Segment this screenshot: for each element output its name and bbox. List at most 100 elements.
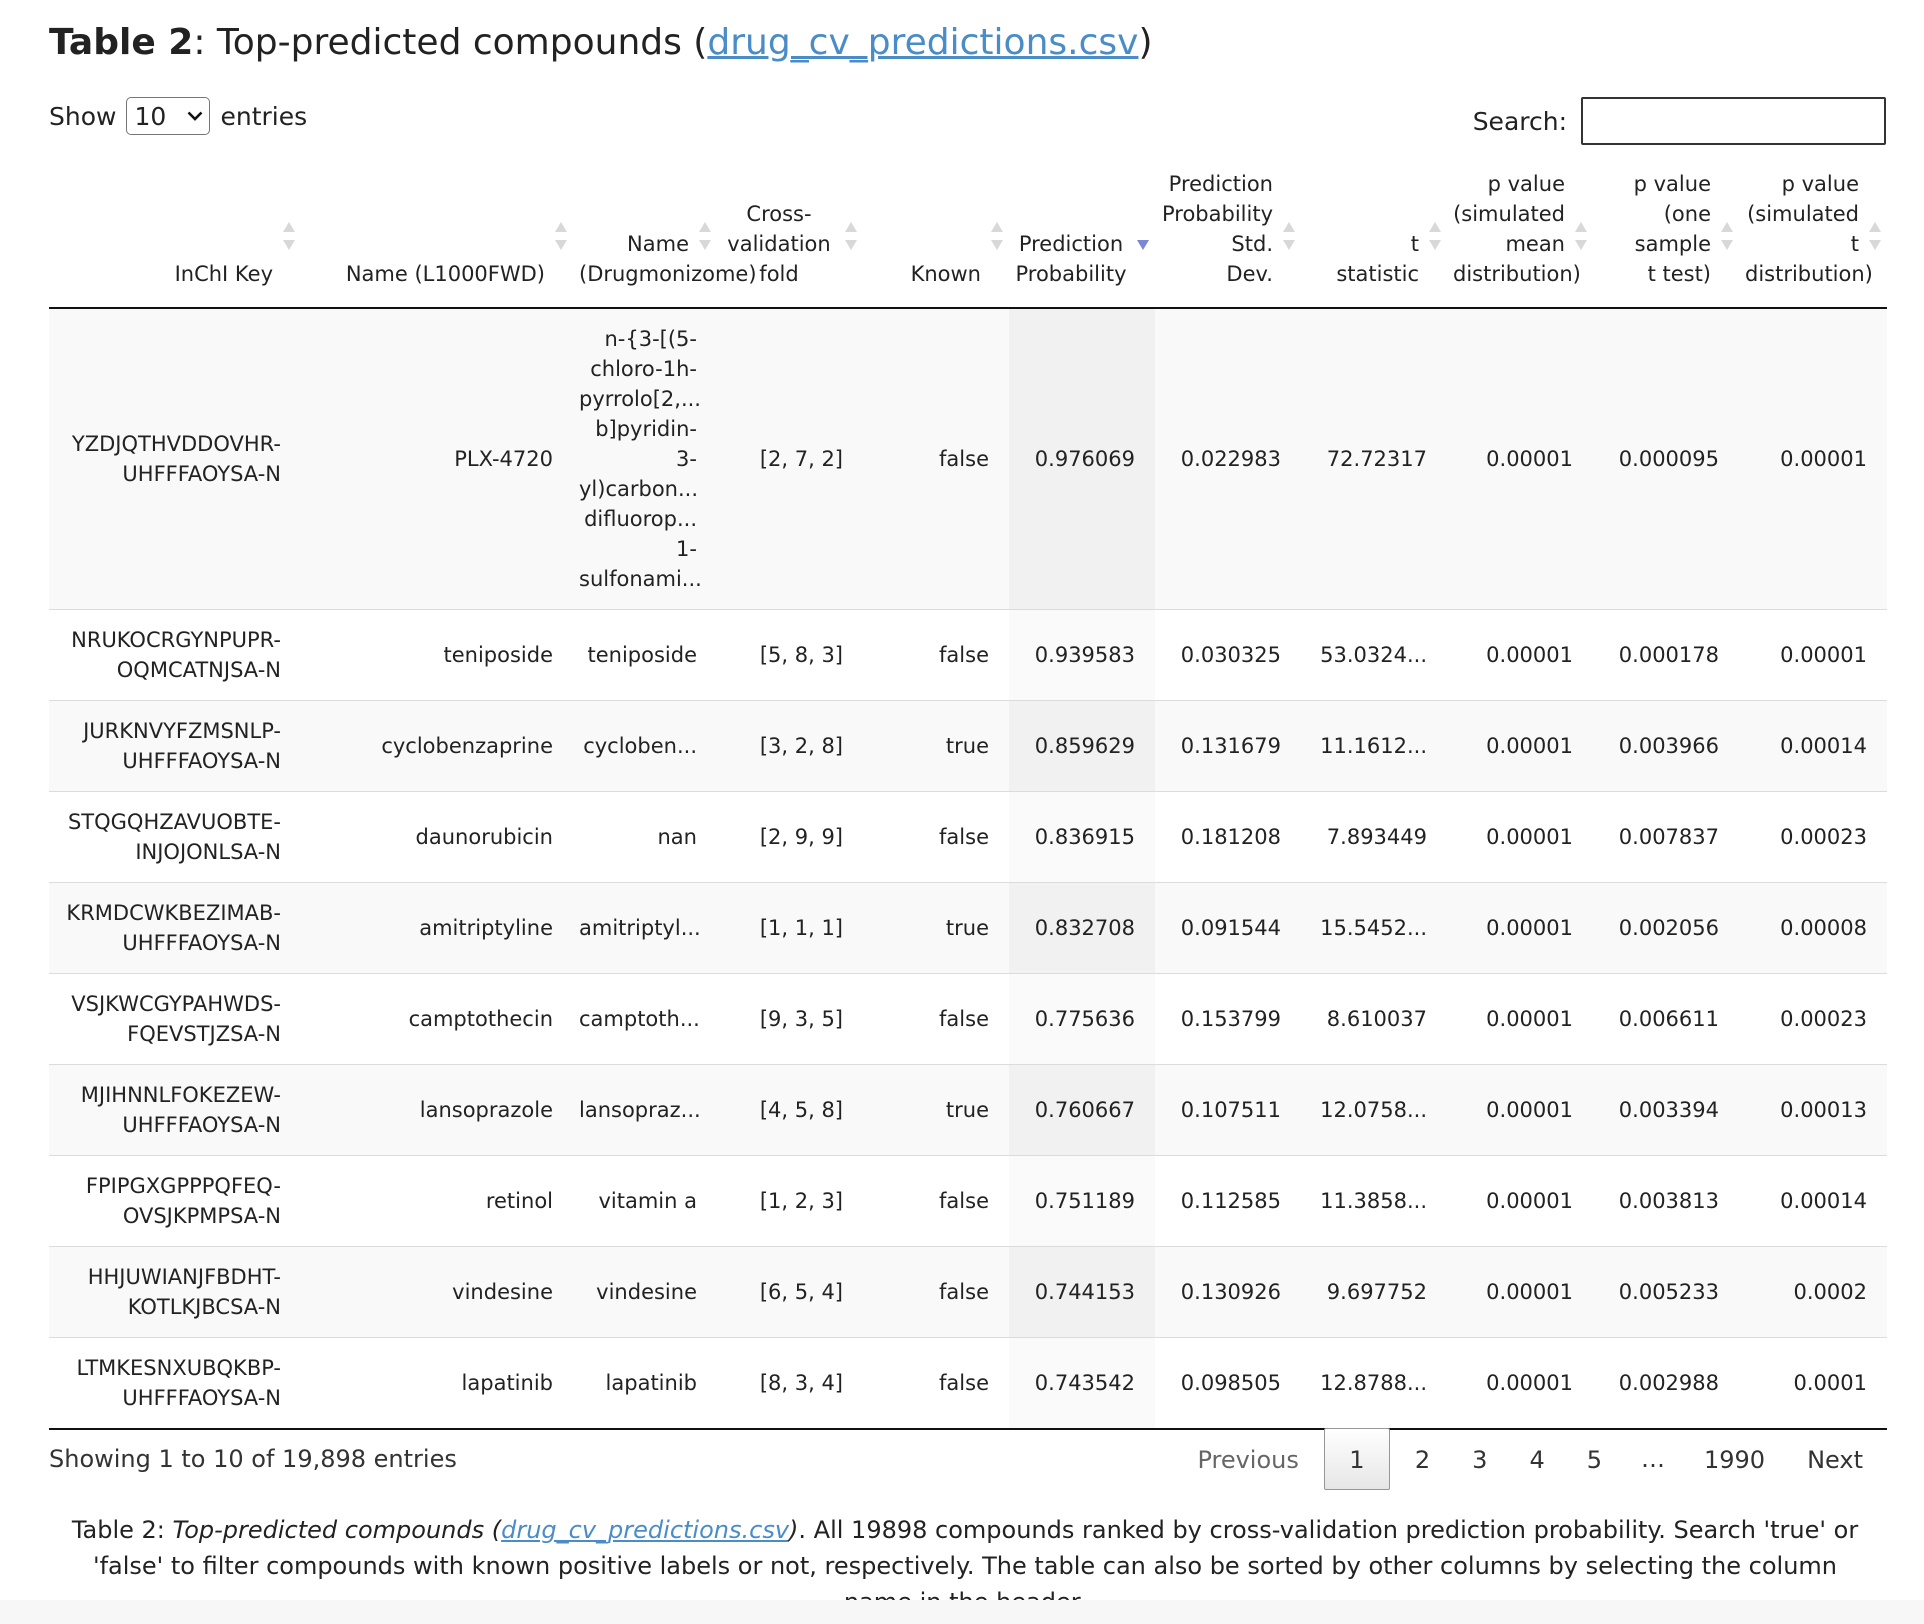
table-row: HHJUWIANJFBDHT- KOTLKJBCSA-N vindesine vind… (49, 1246, 1887, 1338)
sort-both-icon (845, 222, 857, 250)
cell-prediction-probability: 0.939583 (1009, 609, 1155, 701)
cell-inchi-key: FPIPGXGPPPQFEQ- OVSJKPMPSA-N (49, 1155, 301, 1247)
column-header-name-drugmonizome[interactable]: Name (Drugmonizome) (573, 165, 757, 309)
column-header-label: distribution) (1453, 262, 1581, 286)
column-header-label: Known (910, 262, 981, 286)
column-header-label: statistic (1336, 262, 1419, 286)
cell-inchi-key: VSJKWCGYPAHWDS- FQEVSTJZSA-N (49, 973, 301, 1065)
pagination-page-button[interactable]: 3 (1472, 1446, 1488, 1474)
cell-p-value-sim-mean: 0.00001 (1447, 1155, 1593, 1247)
cell-cv-fold: [5, 8, 3] (717, 609, 863, 701)
column-header-label: Name (L1000FWD) (345, 262, 545, 286)
entries-label: entries (220, 101, 308, 131)
sort-both-icon (1283, 222, 1295, 250)
cell-known: true (863, 1064, 1009, 1156)
cell-prediction-std-dev: 0.091544 (1155, 882, 1301, 974)
column-header-label: t (1410, 232, 1419, 256)
cell-p-value-one-sample: 0.000178 (1593, 609, 1739, 701)
cell-name-drugmonizome: teniposide (573, 609, 717, 701)
cell-prediction-probability: 0.760667 (1009, 1064, 1155, 1156)
table-row: NRUKOCRGYNPUPR- OQMCATNJSA-N teniposide ten… (49, 609, 1887, 701)
page-length-control: Show 10 entries (49, 97, 307, 135)
table-row: MJIHNNLFOKEZEW- UHFFFAOYSA-N lansoprazole l… (49, 1064, 1887, 1156)
cell-cv-fold: [8, 3, 4] (717, 1337, 863, 1430)
pagination: Previous 1 2 3 4 5 … 1990 Next (1176, 1428, 1884, 1490)
cell-cv-fold: [2, 9, 9] (717, 791, 863, 883)
pagination-page-button[interactable]: 4 (1529, 1446, 1545, 1474)
cell-p-value-sim-mean: 0.00001 (1447, 973, 1593, 1065)
pagination-page-button[interactable]: 1 (1323, 1428, 1390, 1490)
cell-cv-fold: [3, 2, 8] (717, 700, 863, 792)
show-label: Show (49, 101, 117, 131)
page-length-select[interactable]: 10 (126, 97, 211, 135)
column-header-label: Name (627, 232, 689, 256)
cell-name-l1000fwd: teniposide (301, 609, 573, 701)
pagination-page-button[interactable]: 2 (1414, 1446, 1431, 1474)
cell-p-value-sim-mean: 0.00001 (1447, 882, 1593, 974)
column-header-prediction-std-dev[interactable]: Prediction Probability Std. Dev. (1155, 165, 1301, 309)
cell-p-value-sim-t: 0.00001 (1739, 308, 1887, 610)
cell-name-drugmonizome: amitriptyl... (573, 882, 717, 974)
cell-known: false (863, 1155, 1009, 1247)
column-header-p-value-sim-t[interactable]: p value (simulated t distribution) (1739, 165, 1887, 309)
cell-prediction-std-dev: 0.131679 (1155, 700, 1301, 792)
table-body: YZDJQTHVDDOVHR- UHFFFAOYSA-N PLX-4720 n-{3-… (49, 308, 1887, 1430)
cell-name-l1000fwd: daunorubicin (301, 791, 573, 883)
pagination-page-button[interactable]: 5 (1586, 1446, 1602, 1474)
cell-inchi-key: HHJUWIANJFBDHT- KOTLKJBCSA-N (49, 1246, 301, 1338)
search-input[interactable] (1581, 97, 1886, 145)
cell-t-statistic: 11.3858... (1301, 1155, 1447, 1247)
column-header-label: (simulated (1453, 202, 1565, 226)
sort-both-icon (1575, 222, 1587, 250)
column-header-label: mean (1505, 232, 1565, 256)
cell-p-value-sim-t: 0.00014 (1739, 1155, 1887, 1247)
cell-name-drugmonizome: cycloben... (573, 700, 717, 792)
sort-both-icon (1429, 222, 1441, 250)
cell-known: false (863, 308, 1009, 610)
column-header-t-statistic[interactable]: t statistic (1301, 165, 1447, 309)
cell-prediction-probability: 0.775636 (1009, 973, 1155, 1065)
sort-both-icon (991, 222, 1003, 250)
pagination-next-button[interactable]: Next (1807, 1446, 1863, 1474)
cell-p-value-one-sample: 0.003813 (1593, 1155, 1739, 1247)
cell-prediction-std-dev: 0.112585 (1155, 1155, 1301, 1247)
column-header-label: p value (1487, 172, 1565, 196)
cell-name-l1000fwd: PLX-4720 (301, 308, 573, 610)
cell-prediction-std-dev: 0.098505 (1155, 1337, 1301, 1430)
cell-inchi-key: MJIHNNLFOKEZEW- UHFFFAOYSA-N (49, 1064, 301, 1156)
cell-known: false (863, 1246, 1009, 1338)
cell-cv-fold: [1, 1, 1] (717, 882, 863, 974)
column-header-inchi-key[interactable]: InChI Key (49, 165, 301, 309)
title-prefix: Table 2 (49, 22, 194, 63)
csv-download-link[interactable]: drug_cv_predictions.csv (707, 22, 1139, 63)
cell-name-l1000fwd: camptothecin (301, 973, 573, 1065)
column-header-label: fold (759, 262, 799, 286)
column-header-p-value-sim-mean[interactable]: p value (simulated mean distribution) (1447, 165, 1593, 309)
results-table-wrapper: InChI Key Name (L1000FWD) Name (Drugmonizom… (49, 165, 1887, 1430)
cell-p-value-sim-mean: 0.00001 (1447, 609, 1593, 701)
table-header-row: InChI Key Name (L1000FWD) Name (Drugmonizom… (49, 165, 1887, 309)
column-header-label: Std. (1231, 232, 1273, 256)
column-header-prediction-probability[interactable]: Prediction Probability (1009, 165, 1155, 309)
cell-name-l1000fwd: amitriptyline (301, 882, 573, 974)
cell-t-statistic: 12.8788... (1301, 1337, 1447, 1430)
cell-name-drugmonizome: lapatinib (573, 1337, 717, 1430)
pagination-previous-button[interactable]: Previous (1197, 1446, 1299, 1474)
table-row: LTMKESNXUBQKBP- UHFFFAOYSA-N lapatinib lapa… (49, 1337, 1887, 1430)
cell-known: false (863, 791, 1009, 883)
caption-csv-link[interactable]: drug_cv_predictions.csv (501, 1516, 790, 1544)
sort-both-icon (1721, 222, 1733, 250)
pagination-page-button[interactable]: 1990 (1704, 1446, 1766, 1474)
cell-name-drugmonizome: nan (573, 791, 717, 883)
column-header-p-value-one-sample[interactable]: p value (one sample t test) (1593, 165, 1739, 309)
table-info: Showing 1 to 10 of 19,898 entries (49, 1445, 457, 1473)
column-header-label: sample (1634, 232, 1711, 256)
cell-prediction-std-dev: 0.022983 (1155, 308, 1301, 610)
column-header-name-l1000fwd[interactable]: Name (L1000FWD) (301, 165, 573, 309)
column-header-known[interactable]: Known (863, 165, 1009, 309)
cell-name-drugmonizome: lansopraz... (573, 1064, 717, 1156)
column-header-label: p value (1633, 172, 1711, 196)
column-header-cv-fold[interactable]: Cross-validation fold (717, 165, 863, 309)
cell-prediction-std-dev: 0.107511 (1155, 1064, 1301, 1156)
table-row: YZDJQTHVDDOVHR- UHFFFAOYSA-N PLX-4720 n-{3-… (49, 308, 1887, 610)
